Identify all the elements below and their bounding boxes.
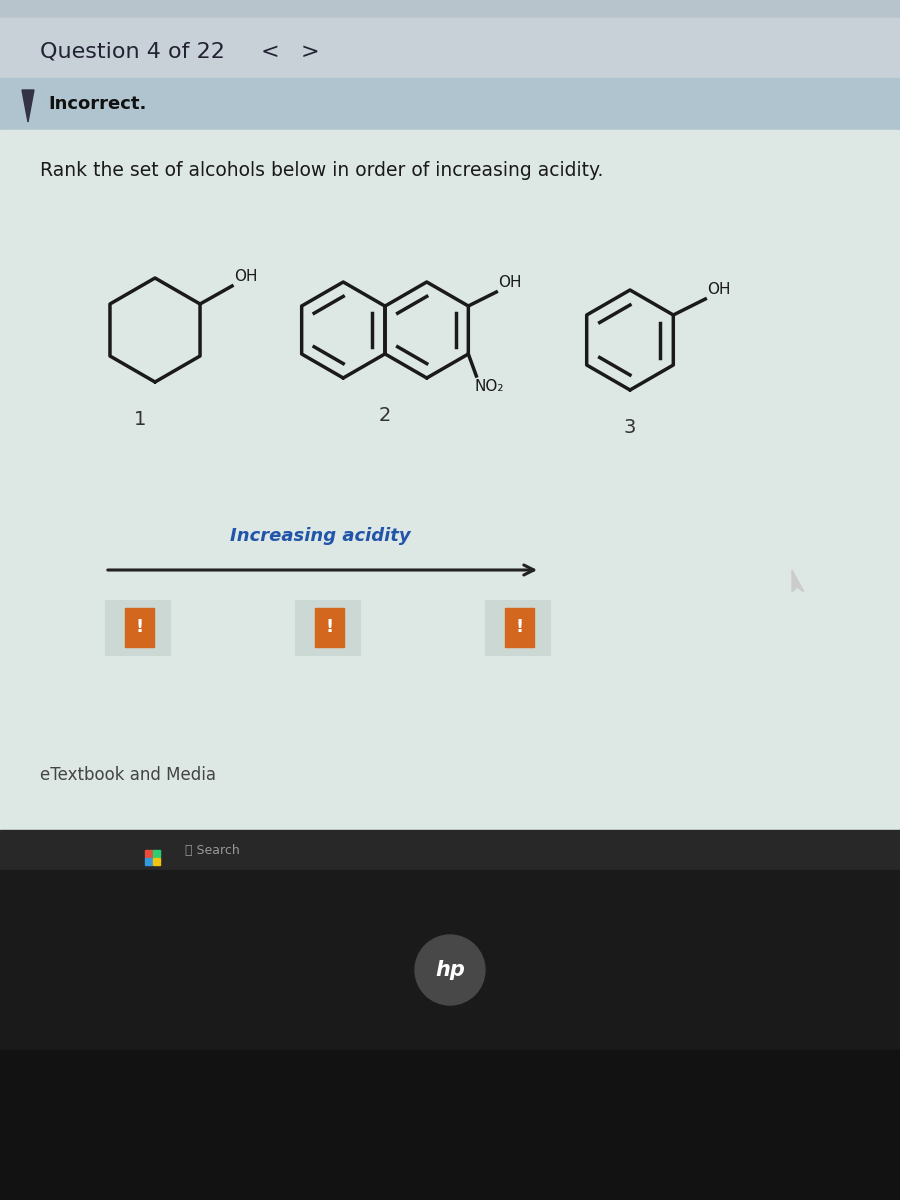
Text: Incorrect.: Incorrect. — [48, 95, 147, 113]
Bar — [124, 607, 154, 647]
Text: OH: OH — [234, 269, 257, 284]
Polygon shape — [22, 90, 34, 122]
Bar — [145, 858, 152, 865]
Bar — [0, 830, 900, 870]
Text: Increasing acidity: Increasing acidity — [230, 527, 410, 545]
Bar — [295, 600, 360, 655]
Text: Rank the set of alcohols below in order of increasing acidity.: Rank the set of alcohols below in order … — [40, 161, 603, 180]
Circle shape — [415, 935, 485, 1006]
Text: Question 4 of 22: Question 4 of 22 — [40, 42, 225, 62]
Bar — [145, 850, 152, 857]
Text: NO₂: NO₂ — [474, 379, 504, 394]
Bar — [105, 600, 170, 655]
Polygon shape — [792, 570, 804, 592]
Bar — [485, 600, 550, 655]
Bar — [153, 858, 160, 865]
Text: eTextbook and Media: eTextbook and Media — [40, 766, 216, 784]
Text: <: < — [261, 42, 279, 62]
Text: OH: OH — [707, 282, 731, 296]
Text: hp: hp — [435, 960, 465, 980]
Bar — [153, 850, 160, 857]
Text: 2: 2 — [379, 406, 392, 425]
Bar — [0, 78, 900, 130]
Text: 3: 3 — [624, 418, 636, 437]
Bar — [0, 130, 900, 830]
Bar — [0, 18, 900, 78]
Text: ⌕ Search: ⌕ Search — [185, 845, 239, 858]
Text: 1: 1 — [134, 410, 146, 428]
Text: OH: OH — [499, 275, 522, 290]
Bar — [0, 870, 900, 1200]
Bar — [314, 607, 344, 647]
Bar — [505, 607, 534, 647]
Text: !: ! — [515, 618, 523, 636]
Text: !: ! — [325, 618, 333, 636]
Bar — [0, 0, 900, 18]
Text: !: ! — [135, 618, 143, 636]
Bar — [0, 1050, 900, 1200]
Text: >: > — [301, 42, 320, 62]
